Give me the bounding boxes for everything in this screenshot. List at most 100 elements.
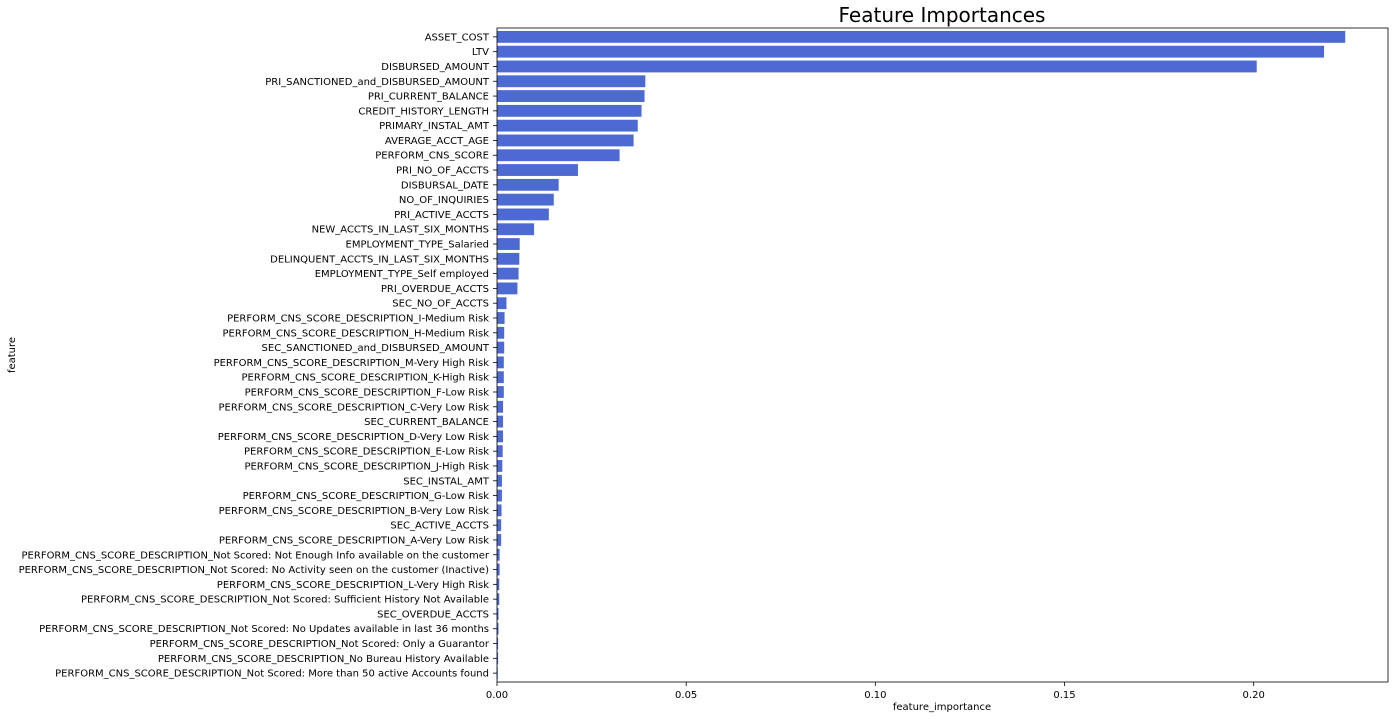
y-tick-label: PERFORM_CNS_SCORE_DESCRIPTION_K-High Ris… bbox=[242, 373, 490, 384]
bar bbox=[497, 519, 502, 532]
bar bbox=[497, 297, 507, 310]
y-tick-label: PERFORM_CNS_SCORE_DESCRIPTION_B-Very Low… bbox=[219, 506, 490, 517]
y-tick-label: DELINQUENT_ACCTS_IN_LAST_SIX_MONTHS bbox=[270, 254, 489, 265]
y-tick-labels: ASSET_COST LTV DISBURSED_AMOUNT PRI_SANCTIO… bbox=[19, 32, 497, 680]
bar bbox=[497, 238, 520, 250]
bar bbox=[497, 356, 504, 369]
y-tick-label: DISBURSAL_DATE bbox=[401, 180, 489, 191]
y-tick-label: PERFORM_CNS_SCORE_DESCRIPTION_Not Scored… bbox=[55, 669, 489, 680]
y-tick-label: SEC_CURRENT_BALANCE bbox=[364, 417, 489, 428]
bar bbox=[497, 622, 499, 635]
y-tick-label: PERFORM_CNS_SCORE_DESCRIPTION_Not Scored… bbox=[19, 565, 490, 576]
y-tick-label: PERFORM_CNS_SCORE_DESCRIPTION_A-Very Low… bbox=[219, 535, 489, 546]
y-tick-label: PRI_CURRENT_BALANCE bbox=[368, 92, 489, 103]
bar bbox=[497, 563, 500, 576]
y-tick-label: LTV bbox=[472, 47, 489, 58]
bar bbox=[497, 341, 505, 354]
y-tick-label: PERFORM_CNS_SCORE_DESCRIPTION_No Bureau … bbox=[158, 654, 489, 665]
bar bbox=[497, 119, 638, 132]
y-tick-label: PERFORM_CNS_SCORE_DESCRIPTION_G-Low Risk bbox=[243, 491, 490, 502]
bar bbox=[497, 134, 634, 147]
bar bbox=[497, 593, 500, 606]
x-ticks: 0.00 0.05 0.10 0.15 0.20 bbox=[486, 682, 1265, 701]
y-tick-label: PRI_SANCTIONED_and_DISBURSED_AMOUNT bbox=[265, 77, 490, 88]
y-tick-label: NO_OF_INQUIRIES bbox=[399, 195, 489, 206]
y-tick-label: PERFORM_CNS_SCORE_DESCRIPTION_L-Very Hig… bbox=[217, 580, 489, 591]
bar bbox=[497, 445, 503, 458]
x-tick-label: 0.20 bbox=[1243, 690, 1265, 701]
bar bbox=[497, 534, 502, 546]
bar bbox=[497, 578, 500, 591]
y-tick-label: PERFORM_CNS_SCORE_DESCRIPTION_J-High Ris… bbox=[244, 461, 489, 472]
y-tick-label: PERFORM_CNS_SCORE_DESCRIPTION_M-Very Hig… bbox=[214, 358, 490, 369]
chart-title: Feature Importances bbox=[839, 3, 1046, 27]
y-tick-label: ASSET_COST bbox=[425, 32, 490, 43]
bar bbox=[497, 178, 559, 191]
bar bbox=[497, 400, 504, 413]
y-tick-label: EMPLOYMENT_TYPE_Self employed bbox=[315, 269, 489, 280]
bar bbox=[497, 149, 620, 162]
plot-frame bbox=[496, 27, 1389, 683]
y-tick-label: PERFORM_CNS_SCORE_DESCRIPTION_E-Low Risk bbox=[244, 447, 489, 458]
y-tick-label: EMPLOYMENT_TYPE_Salaried bbox=[346, 240, 490, 251]
y-tick-label: PRIMARY_INSTAL_AMT bbox=[379, 121, 490, 132]
bar bbox=[497, 104, 642, 117]
bar bbox=[497, 75, 646, 88]
y-tick-label: PERFORM_CNS_SCORE_DESCRIPTION_I-Medium R… bbox=[227, 314, 489, 325]
bar bbox=[497, 489, 502, 502]
y-tick-label: PERFORM_CNS_SCORE_DESCRIPTION_D-Very Low… bbox=[218, 432, 489, 443]
y-tick-label: PRI_OVERDUE_ACCTS bbox=[381, 284, 489, 295]
bar bbox=[497, 430, 504, 443]
bar bbox=[497, 30, 1346, 43]
y-tick-label: PERFORM_CNS_SCORE_DESCRIPTION_Not Scored… bbox=[39, 624, 489, 635]
y-axis-label: feature bbox=[7, 337, 18, 373]
bar bbox=[497, 282, 518, 295]
bar bbox=[497, 193, 554, 206]
y-tick-label: PERFORM_CNS_SCORE_DESCRIPTION_H-Medium R… bbox=[223, 328, 490, 339]
y-tick-label: PERFORM_CNS_SCORE_DESCRIPTION_C-Very Low… bbox=[219, 402, 490, 413]
bar bbox=[497, 608, 499, 620]
bar bbox=[497, 652, 499, 665]
y-tick-label: DISBURSED_AMOUNT bbox=[381, 62, 490, 73]
bar bbox=[497, 460, 503, 472]
bars-group bbox=[497, 30, 1346, 680]
y-tick-label: PERFORM_CNS_SCORE_DESCRIPTION_Not Scored… bbox=[22, 550, 490, 561]
bar bbox=[497, 60, 1257, 73]
bar bbox=[497, 45, 1325, 58]
bar bbox=[497, 208, 549, 221]
y-tick-label: PERFORM_CNS_SCORE_DESCRIPTION_Not Scored… bbox=[81, 595, 489, 606]
y-tick-label: SEC_ACTIVE_ACCTS bbox=[390, 521, 489, 532]
y-tick-label: SEC_INSTAL_AMT bbox=[403, 476, 490, 487]
bar bbox=[497, 252, 520, 265]
y-tick-label: CREDIT_HISTORY_LENGTH bbox=[358, 106, 489, 117]
x-axis-label: feature_importance bbox=[893, 702, 991, 713]
bar bbox=[497, 548, 500, 561]
y-tick-label: NEW_ACCTS_IN_LAST_SIX_MONTHS bbox=[312, 225, 489, 236]
bar bbox=[497, 223, 535, 236]
y-tick-label: SEC_SANCTIONED_and_DISBURSED_AMOUNT bbox=[262, 343, 490, 354]
y-tick-label: PERFORM_CNS_SCORE_DESCRIPTION_F-Low Risk bbox=[245, 387, 490, 398]
x-tick-label: 0.10 bbox=[864, 690, 886, 701]
bar bbox=[497, 312, 505, 324]
bar bbox=[497, 90, 645, 102]
y-tick-label: AVERAGE_ACCT_AGE bbox=[385, 136, 489, 147]
x-tick-label: 0.15 bbox=[1053, 690, 1075, 701]
bar bbox=[497, 637, 499, 650]
y-tick-label: PRI_NO_OF_ACCTS bbox=[396, 166, 489, 177]
y-tick-label: SEC_NO_OF_ACCTS bbox=[392, 299, 489, 310]
y-tick-label: PERFORM_CNS_SCORE_DESCRIPTION_Not Scored… bbox=[150, 639, 490, 650]
bar bbox=[497, 164, 578, 176]
bar bbox=[497, 415, 504, 428]
bar bbox=[497, 474, 502, 487]
y-tick-label: PERFORM_CNS_SCORE bbox=[375, 151, 489, 162]
bar bbox=[497, 326, 505, 339]
bar bbox=[497, 386, 504, 398]
y-tick-label: PRI_ACTIVE_ACCTS bbox=[394, 210, 489, 221]
bar bbox=[497, 504, 502, 517]
x-tick-label: 0.00 bbox=[486, 690, 508, 701]
bar bbox=[497, 371, 504, 384]
x-tick-label: 0.05 bbox=[675, 690, 697, 701]
y-tick-label: SEC_OVERDUE_ACCTS bbox=[377, 609, 489, 620]
bar bbox=[497, 267, 519, 280]
